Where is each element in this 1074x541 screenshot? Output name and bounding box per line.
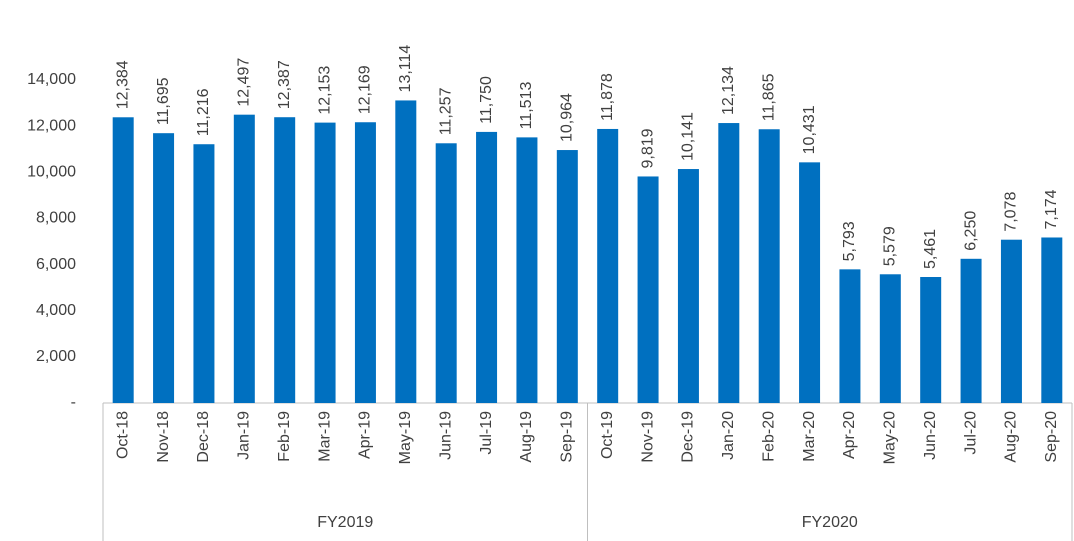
y-tick-label: 14,000 (27, 71, 76, 88)
x-tick-label: Jan-19 (236, 411, 253, 460)
y-tick-label: 2,000 (36, 348, 76, 365)
group-label: FY2020 (802, 514, 858, 531)
y-tick-label: 10,000 (27, 164, 76, 181)
x-tick-label: Apr-20 (841, 411, 858, 459)
y-tick-label: 8,000 (36, 210, 76, 227)
x-tick-label: May-20 (882, 411, 899, 464)
bar (1041, 237, 1063, 403)
bar (193, 144, 215, 404)
value-label: 10,141 (680, 112, 697, 161)
value-label: 10,964 (559, 93, 576, 142)
x-tick-label: May-19 (397, 411, 414, 464)
x-tick-label: Feb-19 (276, 411, 293, 462)
x-tick-label: Jun-20 (922, 411, 939, 460)
x-tick-label: Jan-20 (720, 411, 737, 460)
value-label: 7,078 (1003, 192, 1020, 232)
value-label: 7,174 (1043, 189, 1060, 229)
bar (354, 122, 376, 404)
x-tick-label: Jul-20 (962, 411, 979, 455)
value-label: 11,878 (599, 73, 616, 121)
bar (677, 169, 699, 403)
value-label: 12,169 (357, 65, 374, 114)
value-label: 11,750 (478, 76, 495, 124)
value-label: 11,216 (195, 88, 212, 136)
value-label: 11,257 (437, 87, 454, 135)
bar (112, 117, 134, 403)
bar (597, 128, 619, 403)
bar (435, 143, 457, 404)
x-tick-label: Mar-20 (801, 411, 818, 462)
bar (153, 133, 175, 404)
bar (637, 176, 659, 403)
value-label: 12,153 (316, 66, 333, 115)
bar (1000, 239, 1022, 403)
value-label: 5,579 (882, 226, 899, 266)
value-label: 12,134 (720, 66, 737, 115)
value-label: 12,387 (276, 60, 293, 109)
value-label: 5,793 (841, 221, 858, 261)
value-label: 9,819 (639, 128, 656, 168)
x-tick-label: Dec-18 (195, 411, 212, 463)
bar (920, 277, 942, 403)
y-tick-label: - (71, 394, 76, 411)
x-tick-label: Apr-19 (357, 411, 374, 459)
bar (556, 150, 578, 403)
y-tick-label: 12,000 (27, 117, 76, 134)
bar (718, 123, 740, 404)
value-label: 6,250 (962, 211, 979, 251)
bar (516, 137, 538, 403)
bar (758, 129, 780, 403)
bar (274, 117, 296, 404)
x-tick-label: Mar-19 (316, 411, 333, 462)
bar (314, 122, 336, 404)
value-label: 11,513 (518, 82, 535, 130)
group-label: FY2019 (317, 514, 373, 531)
bar (960, 258, 982, 403)
x-tick-label: Nov-19 (639, 411, 656, 463)
x-tick-label: Jun-19 (437, 411, 454, 460)
x-tick-label: Dec-19 (680, 411, 697, 463)
value-label: 13,114 (397, 45, 414, 93)
bar (476, 131, 498, 404)
value-label: 10,431 (801, 105, 818, 154)
bar (395, 100, 417, 403)
x-tick-label: Nov-18 (155, 411, 172, 463)
bar (799, 162, 821, 403)
bar (233, 114, 255, 403)
x-tick-label: Oct-18 (114, 411, 131, 459)
bar (879, 274, 901, 403)
y-tick-label: 4,000 (36, 302, 76, 319)
value-label: 11,695 (155, 77, 172, 125)
x-tick-label: Aug-19 (518, 411, 535, 463)
value-label: 5,461 (922, 229, 939, 269)
bar (839, 269, 861, 403)
x-tick-label: Oct-19 (599, 411, 616, 459)
x-tick-label: Aug-20 (1003, 411, 1020, 463)
value-label: 12,384 (114, 60, 131, 109)
x-tick-label: Jul-19 (478, 411, 495, 455)
x-tick-label: Feb-20 (760, 411, 777, 462)
x-tick-label: Sep-20 (1043, 411, 1060, 463)
y-tick-label: 6,000 (36, 256, 76, 273)
x-tick-label: Sep-19 (559, 411, 576, 463)
value-label: 11,865 (760, 73, 777, 121)
value-label: 12,497 (236, 58, 253, 107)
